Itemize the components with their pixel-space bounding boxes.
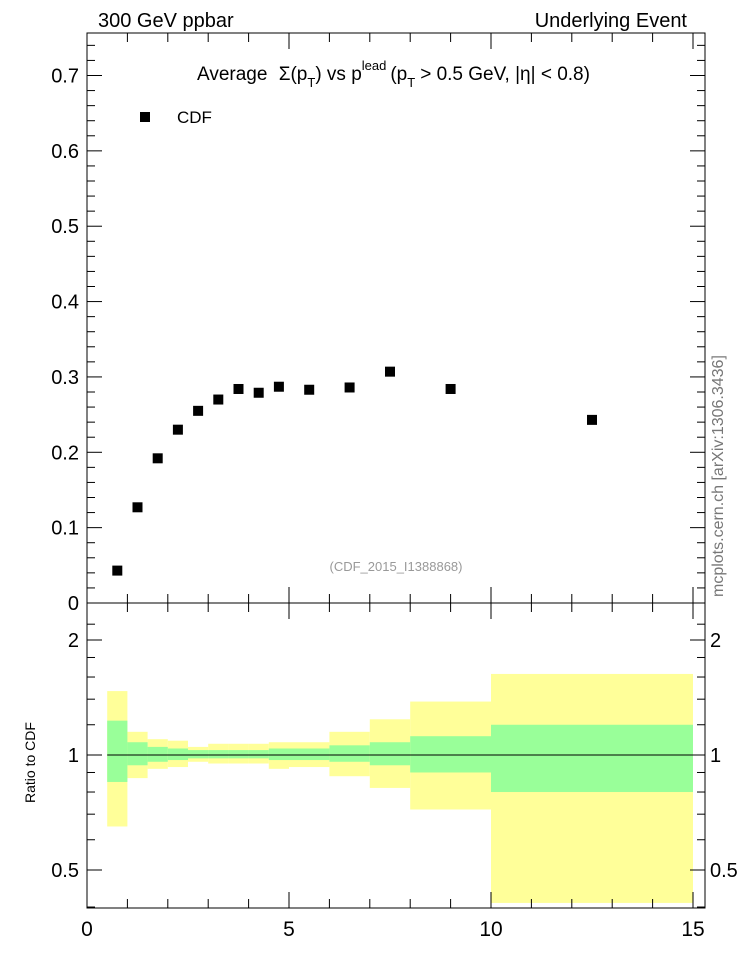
title-sub-t-2: T: [407, 75, 415, 90]
main-ytick-label: 0.1: [51, 518, 79, 540]
ratio-ytick-label: 1: [68, 745, 79, 767]
main-ytick-label: 0.2: [51, 442, 79, 464]
ratio-ytick-label: 2: [68, 630, 79, 652]
legend: CDF: [140, 108, 212, 127]
data-point-cdf: [193, 405, 204, 416]
main-panel: 0 0.1 0.2 0.3 0.4 0.5 0.6 0.7: [51, 32, 706, 615]
title-part-c: (p: [390, 64, 407, 85]
data-point-cdf: [253, 387, 264, 398]
side-label: mcplots.cern.ch [arXiv:1306.3436]: [710, 355, 727, 597]
main-ytick-label: 0: [68, 593, 79, 615]
ratio-ytick-label-right: 1: [710, 745, 721, 767]
title-part-a: Average: [197, 64, 267, 85]
main-ytick-label: 0.4: [51, 292, 79, 314]
stat-band-bin: [248, 750, 269, 759]
ratio-xtick-label: 10: [479, 918, 502, 941]
stat-band-bin: [127, 742, 148, 766]
stat-band-bin: [289, 748, 330, 761]
stat-band-bin: [147, 746, 168, 762]
ratio-panel: 0 5 10 15 0.5 0.5 1 1 2 2: [51, 602, 738, 941]
legend-label-cdf: CDF: [177, 108, 212, 127]
header-right: Underlying Event: [535, 10, 688, 32]
title-part-d: > 0.5 GeV, |η| < 0.8): [420, 64, 590, 85]
data-point-cdf: [445, 383, 456, 394]
svg-text:Average Σ(pT) vs plead(p: Average Σ(pT) vs plead (pT > 0.5 GeV, |η| …: [197, 58, 590, 90]
data-point-cdf: [273, 381, 284, 392]
ratio-xtick-label: 15: [681, 918, 704, 941]
title-sub-t: T: [307, 75, 315, 90]
data-point-cdf: [152, 453, 163, 464]
ratio-xtick-label: 0: [81, 918, 93, 941]
stat-band-bin: [228, 750, 249, 759]
ratio-ylabel: Ratio to CDF: [22, 722, 38, 803]
stat-band-bin: [208, 750, 229, 759]
chart-title: Average Σ(pT) vs plead (pT > 0.5 GeV, |η| …: [197, 58, 590, 90]
data-point-cdf: [233, 383, 244, 394]
title-sup-lead: lead: [362, 58, 387, 73]
header-left: 300 GeV ppbar: [98, 10, 234, 32]
main-ytick-label: 0.7: [51, 66, 79, 88]
ratio-ytick-label: 0.5: [51, 860, 79, 882]
ratio-ytick-label-right: 0.5: [710, 860, 738, 882]
stat-band-bin: [107, 720, 128, 782]
stat-band-bin: [491, 724, 693, 793]
stat-band-bin: [167, 748, 188, 761]
main-ytick-label: 0.5: [51, 216, 79, 238]
ratio-ytick-label-right: 2: [710, 630, 721, 652]
legend-marker-cdf: [140, 112, 150, 122]
data-point-cdf: [112, 565, 123, 576]
stat-band-bin: [410, 736, 491, 773]
data-point-cdf: [587, 414, 597, 425]
data-point-cdf: [172, 424, 183, 435]
stat-band-bin: [188, 750, 209, 759]
stat-band-bin: [329, 745, 370, 762]
stat-band-bin: [268, 748, 289, 761]
data-point-cdf: [385, 366, 395, 377]
title-part-b: ) vs p: [315, 64, 361, 85]
data-point-cdf: [132, 502, 143, 513]
main-ytick-label: 0.3: [51, 367, 79, 389]
data-point-cdf: [304, 384, 315, 395]
stat-band-bin: [369, 742, 411, 766]
title-part-sigma: Σ(p: [279, 64, 308, 85]
main-ytick-label: 0.6: [51, 141, 79, 163]
data-point-cdf: [213, 394, 224, 405]
data-point-cdf: [344, 382, 355, 393]
watermark: (CDF_2015_I1388868): [330, 559, 463, 574]
ratio-xtick-label: 5: [283, 918, 295, 941]
